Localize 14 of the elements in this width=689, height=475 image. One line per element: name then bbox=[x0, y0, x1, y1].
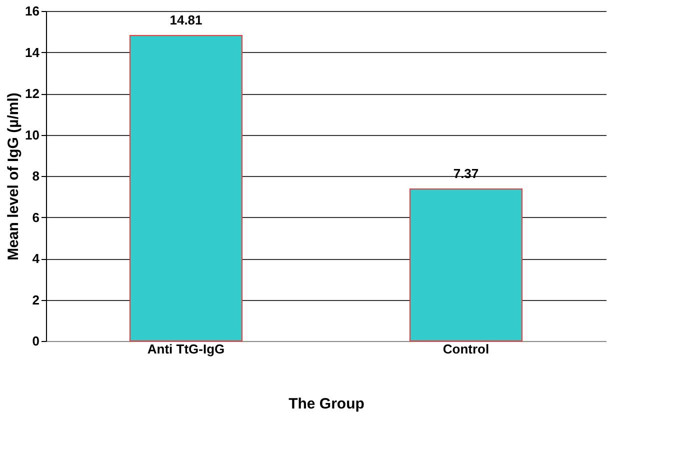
x-axis-title: The Group bbox=[288, 396, 364, 412]
y-tick-label: 8 bbox=[32, 168, 40, 184]
y-tick-label: 4 bbox=[32, 251, 40, 266]
y-tick-label: 0 bbox=[32, 334, 40, 348]
y-tick-label: 10 bbox=[25, 127, 40, 142]
y-tick-label: 14 bbox=[25, 44, 40, 60]
x-tick-label: Control bbox=[442, 342, 490, 356]
y-tick-label: 6 bbox=[32, 210, 40, 225]
y-tick-label: 12 bbox=[25, 86, 40, 101]
y-axis-title: Mean level of IgG (µ/ml) bbox=[5, 92, 22, 260]
x-tick-label: Anti TtG-IgG bbox=[147, 342, 225, 356]
data-label: 14.81 bbox=[170, 12, 202, 28]
y-tick-label: 16 bbox=[25, 4, 40, 18]
y-tick-label: 2 bbox=[32, 292, 40, 308]
